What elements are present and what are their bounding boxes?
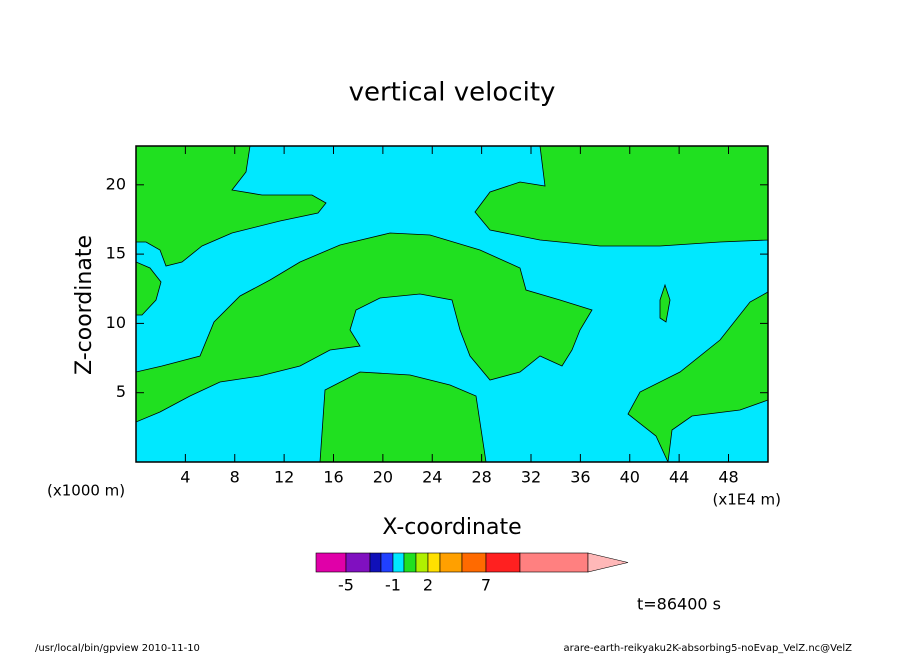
colorbar-extension — [587, 552, 629, 573]
x-tick-label: 28 — [471, 468, 491, 487]
contour-region — [136, 232, 593, 423]
x-tick-label: 12 — [274, 468, 294, 487]
contour-region — [474, 146, 768, 247]
colorbar-segment — [519, 552, 589, 573]
contour-region — [136, 261, 162, 316]
plot-frame — [135, 145, 769, 463]
y-axis-label: Z-coordinate — [72, 235, 97, 375]
annotation: t=86400 s — [637, 595, 721, 614]
contour-region — [136, 146, 327, 267]
contour-region — [319, 371, 487, 462]
x-tick-label: 20 — [373, 468, 393, 487]
x-tick-label: 40 — [620, 468, 640, 487]
colorbar-tick-label: -5 — [338, 576, 354, 595]
x-unit-left: (x1000 m) — [47, 482, 125, 500]
x-tick-label: 8 — [230, 468, 240, 487]
x-tick-label: 48 — [718, 468, 738, 487]
x-tick-label: 36 — [570, 468, 590, 487]
x-unit-right: (x1E4 m) — [712, 491, 781, 509]
colorbar-segment — [439, 552, 463, 573]
colorbar-segment — [380, 552, 394, 573]
colorbar-tick-label: 7 — [481, 576, 491, 595]
contour-region — [627, 291, 768, 462]
x-tick-label: 16 — [323, 468, 343, 487]
footer-left: /usr/local/bin/gpview 2010-11-10 — [35, 643, 200, 654]
y-tick-label: 15 — [106, 244, 126, 263]
x-axis-label: X-coordinate — [382, 515, 521, 540]
contour-field — [136, 146, 768, 462]
colorbar-segment — [427, 552, 441, 573]
chart-title: vertical velocity — [349, 78, 556, 108]
colorbar-tick-label: 2 — [423, 576, 433, 595]
colorbar-segment — [415, 552, 429, 573]
colorbar-segment — [345, 552, 371, 573]
colorbar-segment — [392, 552, 405, 573]
x-tick-label: 32 — [521, 468, 541, 487]
y-tick-label: 20 — [106, 174, 126, 193]
contour-region — [659, 283, 671, 323]
colorbar-segment — [315, 552, 347, 573]
y-tick-label: 10 — [106, 313, 126, 332]
colorbar-segment — [485, 552, 521, 573]
footer-right: arare-earth-reikyaku2K-absorbing5-noEvap… — [564, 643, 853, 654]
x-tick-label: 44 — [669, 468, 689, 487]
colorbar-segment — [461, 552, 487, 573]
x-tick-label: 24 — [422, 468, 442, 487]
colorbar-segment — [403, 552, 417, 573]
colorbar-tick-label: -1 — [385, 576, 401, 595]
y-tick-label: 5 — [116, 382, 126, 401]
x-tick-label: 4 — [180, 468, 190, 487]
colorbar-segment — [369, 552, 382, 573]
